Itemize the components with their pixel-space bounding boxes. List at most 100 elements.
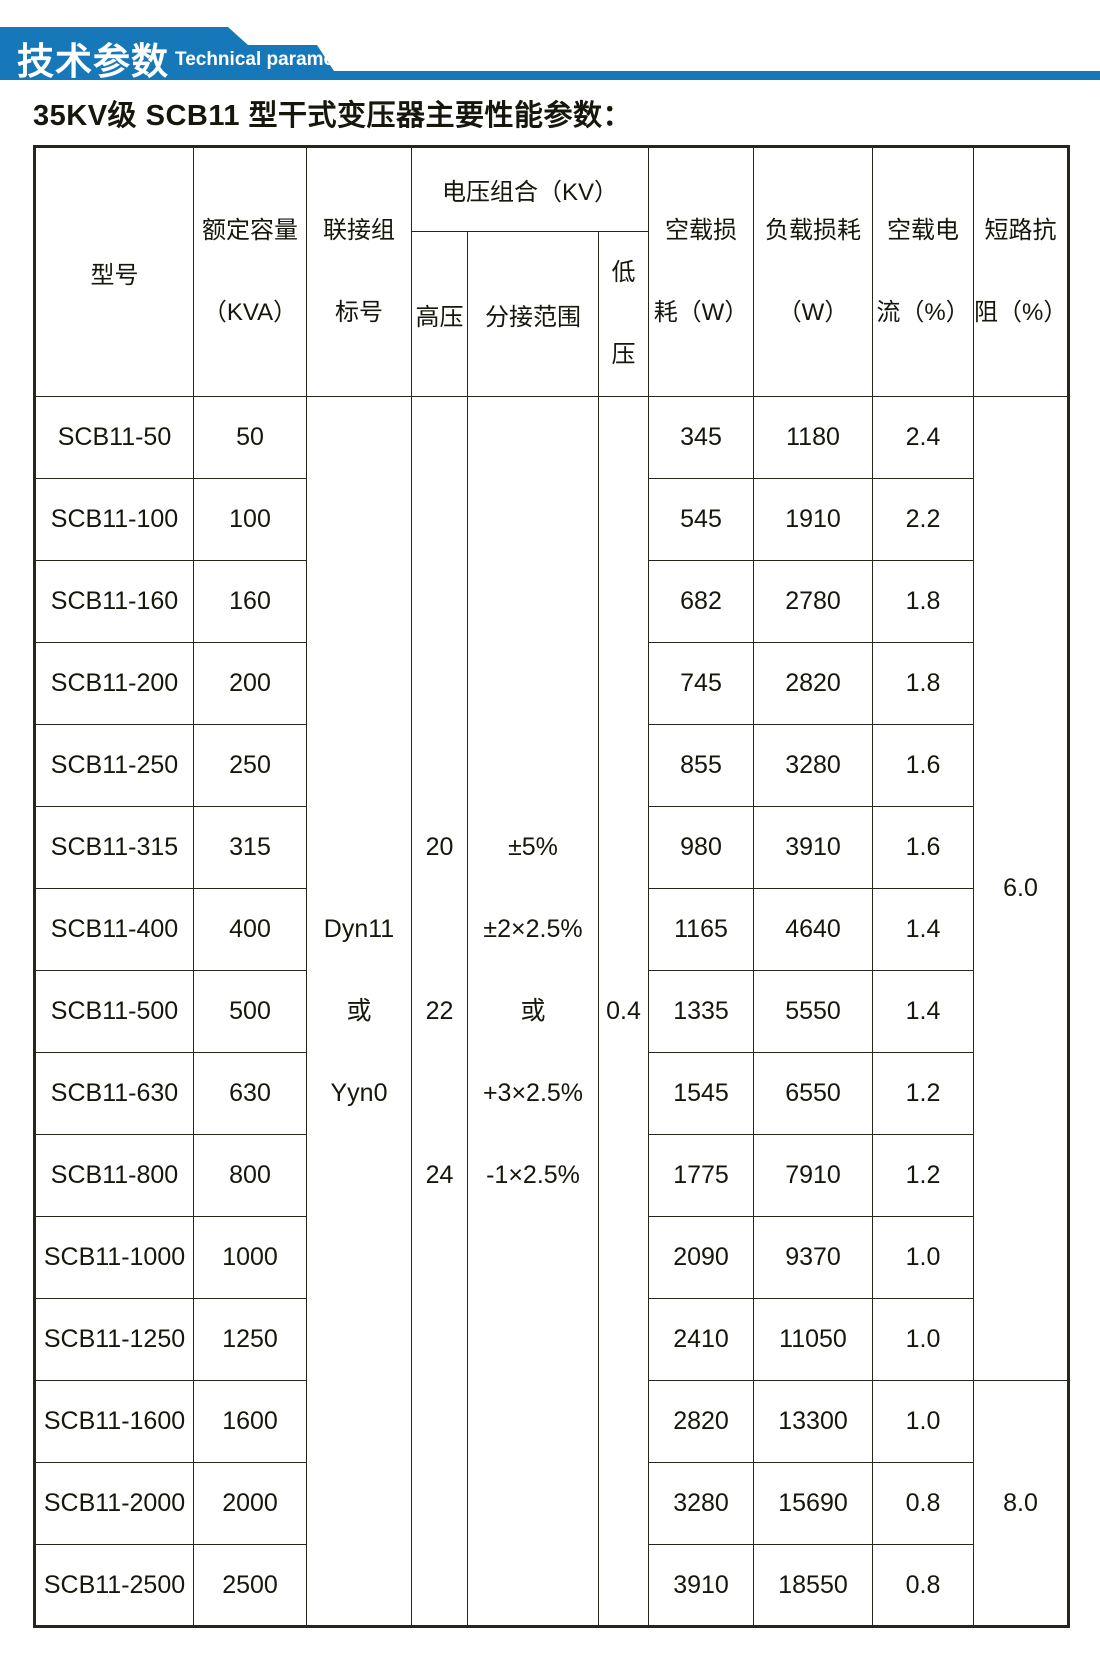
capacity-cell: 1600 (193, 1380, 307, 1463)
lv-cell: 0.4 (597, 396, 650, 1627)
connection-group-cell: Dyn11 或 Yyn0 (306, 396, 412, 1627)
model-cell: SCB11-400 (34, 888, 194, 971)
capacity-cell: 200 (193, 642, 307, 725)
noload-loss-cell: 2090 (648, 1216, 755, 1299)
model-cell: SCB11-50 (34, 396, 194, 479)
col-header-noload-loss: 空载损 耗（W） (648, 146, 755, 397)
table-row: SCB11-50 50 Dyn11 或 Yyn0 20 22 24 ±5% ±2… (34, 396, 1070, 1627)
noload-current-cell: 1.0 (872, 1298, 975, 1381)
capacity-cell: 800 (193, 1134, 307, 1217)
capacity-cell: 500 (193, 970, 307, 1053)
noload-current-cell: 1.4 (872, 970, 975, 1053)
table-row: SCB11-160 160 682 2780 1.8 (34, 560, 1069, 643)
noload-loss-cell: 682 (648, 560, 755, 643)
table-row: SCB11-400 400 1165 4640 1.4 (34, 888, 1069, 971)
table-row: SCB11-1000 1000 2090 9370 1.0 (34, 1216, 1069, 1299)
col-header-hv: 高压 (411, 231, 468, 397)
page-title: 35KV级 SCB11 型干式变压器主要性能参数： (33, 100, 633, 132)
banner: 技术参数 Technical parameter (0, 0, 1100, 84)
tap-range-cell: ±5% ±2×2.5% 或 +3×2.5% -1×2.5% (467, 396, 599, 1627)
noload-current-cell: 1.4 (872, 888, 975, 971)
noload-loss-cell: 855 (648, 724, 755, 807)
hv-cell: 20 22 24 (411, 396, 468, 1627)
capacity-cell: 2500 (193, 1544, 307, 1627)
noload-loss-cell: 1545 (648, 1052, 755, 1135)
col-header-load-loss: 负载损耗 （W） (753, 146, 874, 397)
col-header-tap-range: 分接范围 (467, 231, 599, 397)
load-loss-cell: 1180 (753, 396, 874, 479)
col-header-lv: 低 压 (597, 231, 650, 397)
noload-current-cell: 2.2 (872, 478, 975, 561)
noload-loss-cell: 1335 (648, 970, 755, 1053)
model-cell: SCB11-100 (34, 478, 194, 561)
col-header-connection-group: 联接组 标号 (306, 146, 412, 397)
table-row: SCB11-1600 1600 2820 13300 1.0 8.0 (34, 1380, 1070, 1627)
noload-current-cell: 1.0 (872, 1216, 975, 1299)
model-cell: SCB11-200 (34, 642, 194, 725)
capacity-cell: 250 (193, 724, 307, 807)
impedance-cell-upper: 6.0 (973, 396, 1070, 1381)
capacity-cell: 315 (193, 806, 307, 889)
table-row: SCB11-2500 2500 3910 18550 0.8 (34, 1544, 1069, 1627)
noload-current-cell: 0.8 (872, 1462, 975, 1545)
capacity-cell: 1250 (193, 1298, 307, 1381)
load-loss-cell: 18550 (753, 1544, 874, 1627)
capacity-cell: 100 (193, 478, 307, 561)
noload-loss-cell: 980 (648, 806, 755, 889)
noload-current-cell: 1.8 (872, 560, 975, 643)
banner-title-cn: 技术参数 (17, 41, 169, 82)
noload-current-cell: 1.0 (872, 1380, 975, 1463)
noload-loss-cell: 345 (648, 396, 755, 479)
noload-current-cell: 1.2 (872, 1134, 975, 1217)
load-loss-cell: 3910 (753, 806, 874, 889)
load-loss-cell: 7910 (753, 1134, 874, 1217)
noload-current-cell: 2.4 (872, 396, 975, 479)
model-cell: SCB11-1000 (34, 1216, 194, 1299)
noload-loss-cell: 1775 (648, 1134, 755, 1217)
impedance-cell-lower: 8.0 (973, 1380, 1070, 1627)
col-header-voltage-combination: 电压组合（KV） (410, 146, 650, 232)
noload-current-cell: 1.6 (872, 806, 975, 889)
load-loss-cell: 4640 (753, 888, 874, 971)
load-loss-cell: 5550 (753, 970, 874, 1053)
col-header-noload-current: 空载电 流（%） (872, 146, 975, 397)
noload-loss-cell: 3280 (648, 1462, 755, 1545)
header-row-1: 型号 额定容量 （KVA） 联接组 标号 电压组合（KV） 空载损 耗（W） 负… (34, 146, 1070, 397)
load-loss-cell: 9370 (753, 1216, 874, 1299)
table-row: SCB11-100 100 545 1910 2.2 (34, 478, 1069, 561)
capacity-cell: 630 (193, 1052, 307, 1135)
load-loss-cell: 3280 (753, 724, 874, 807)
col-header-capacity: 额定容量 （KVA） (193, 146, 307, 397)
load-loss-cell: 13300 (753, 1380, 874, 1463)
table-row: SCB11-200 200 745 2820 1.8 (34, 642, 1069, 725)
model-cell: SCB11-2000 (34, 1462, 194, 1545)
model-cell: SCB11-1600 (34, 1380, 194, 1463)
banner-title-en: Technical parameter (175, 49, 359, 70)
model-cell: SCB11-315 (34, 806, 194, 889)
noload-loss-cell: 545 (648, 478, 755, 561)
noload-loss-cell: 745 (648, 642, 755, 725)
noload-loss-cell: 3910 (648, 1544, 755, 1627)
noload-current-cell: 1.2 (872, 1052, 975, 1135)
table-row: SCB11-250 250 855 3280 1.6 (34, 724, 1069, 807)
model-cell: SCB11-250 (34, 724, 194, 807)
capacity-cell: 1000 (193, 1216, 307, 1299)
col-header-model: 型号 (34, 146, 194, 397)
load-loss-cell: 1910 (753, 478, 874, 561)
model-cell: SCB11-160 (34, 560, 194, 643)
col-header-impedance: 短路抗 阻（%） (973, 146, 1070, 397)
noload-loss-cell: 1165 (648, 888, 755, 971)
capacity-cell: 50 (193, 396, 307, 479)
noload-current-cell: 1.8 (872, 642, 975, 725)
noload-current-cell: 0.8 (872, 1544, 975, 1627)
table-row: SCB11-500 500 1335 5550 1.4 (34, 970, 1069, 1053)
model-cell: SCB11-800 (34, 1134, 194, 1217)
load-loss-cell: 6550 (753, 1052, 874, 1135)
noload-loss-cell: 2410 (648, 1298, 755, 1381)
load-loss-cell: 15690 (753, 1462, 874, 1545)
model-cell: SCB11-500 (34, 970, 194, 1053)
model-cell: SCB11-630 (34, 1052, 194, 1135)
capacity-cell: 400 (193, 888, 307, 971)
model-cell: SCB11-1250 (34, 1298, 194, 1381)
